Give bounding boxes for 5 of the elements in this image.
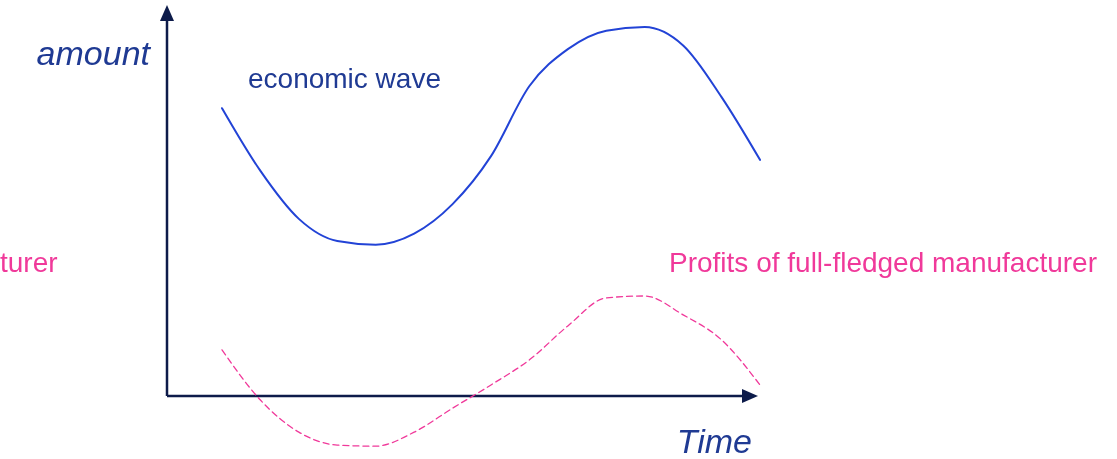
text: turer: [0, 247, 58, 278]
x-axis-title: Time: [676, 422, 752, 459]
series-label: Profits of full-fledged manufacturer: [669, 247, 1097, 278]
y-axis-title: amount: [36, 34, 152, 72]
series-label: economic wave: [248, 63, 441, 94]
